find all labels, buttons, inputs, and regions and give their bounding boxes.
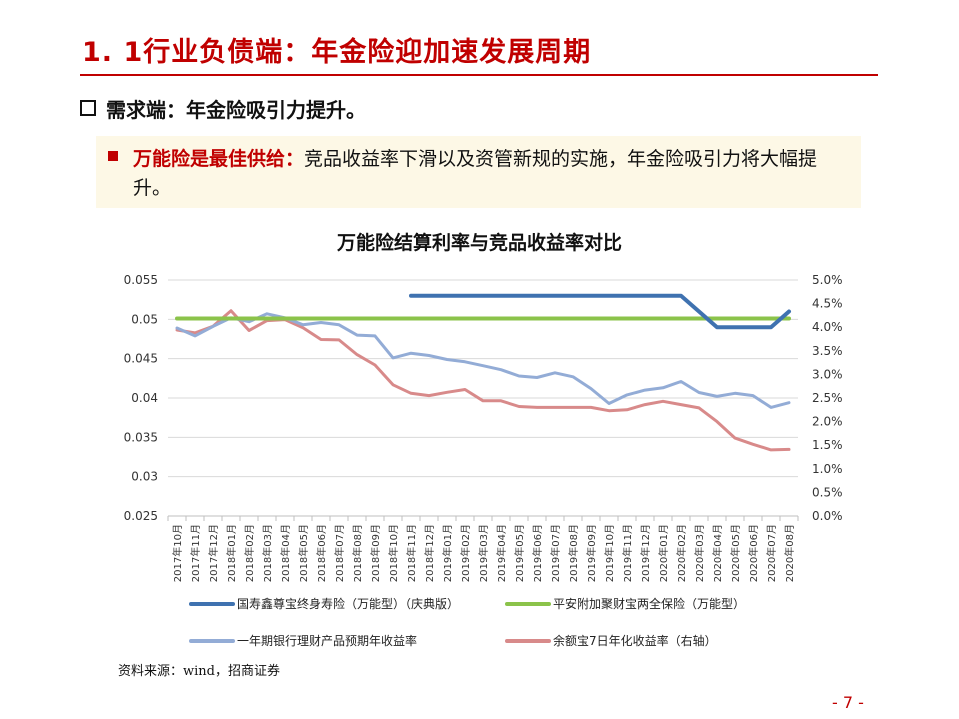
- x-tick-label: 2019年04月: [495, 524, 508, 582]
- x-tick-label: 2018年06月: [315, 524, 328, 582]
- x-tick-label: 2018年05月: [297, 524, 310, 582]
- y-left-tick-label: 0.035: [124, 430, 158, 444]
- y-left-tick-label: 0.04: [131, 391, 158, 405]
- page-number: - 7 -: [832, 693, 864, 712]
- callout-body: 竞品收益率下滑以及资管新规的实施，年金险吸引力将大幅提升。: [133, 148, 818, 199]
- x-tick-label: 2019年10月: [603, 524, 616, 582]
- x-tick-label: 2020年06月: [747, 524, 760, 582]
- callout-highlight: 万能险是最佳供给：: [133, 148, 305, 170]
- x-tick-label: 2019年02月: [459, 524, 472, 582]
- x-tick-label: 2020年05月: [729, 524, 742, 582]
- y-left-tick-label: 0.045: [124, 352, 158, 366]
- x-tick-label: 2020年04月: [711, 524, 724, 582]
- x-tick-label: 2019年08月: [567, 524, 580, 582]
- x-tick-label: 2020年07月: [765, 524, 778, 582]
- y-right-tick-label: 3.5%: [812, 344, 843, 358]
- x-tick-label: 2018年08月: [351, 524, 364, 582]
- y-right-tick-label: 1.5%: [812, 438, 843, 452]
- series-line: [409, 293, 791, 330]
- legend-label: 余额宝7日年化收益率（右轴）: [553, 633, 717, 648]
- source-note: 资料来源：wind，招商证券: [118, 664, 280, 679]
- y-left-tick-label: 0.025: [124, 509, 158, 523]
- legend-label: 国寿鑫尊宝终身寿险（万能型）（庆典版）: [237, 596, 459, 611]
- y-right-tick-label: 4.0%: [812, 320, 843, 334]
- y-right-tick-label: 4.5%: [812, 297, 843, 311]
- x-tick-label: 2019年12月: [639, 524, 652, 582]
- x-tick-label: 2018年10月: [387, 524, 400, 582]
- x-tick-label: 2018年01月: [225, 524, 238, 582]
- x-tick-label: 2019年03月: [477, 524, 490, 582]
- x-tick-label: 2018年02月: [243, 524, 256, 582]
- callout-text: 万能险是最佳供给：竞品收益率下滑以及资管新规的实施，年金险吸引力将大幅提升。: [133, 145, 848, 203]
- x-tick-label: 2018年07月: [333, 524, 346, 582]
- legend-label: 一年期银行理财产品预期年收益率: [237, 633, 417, 648]
- callout-box: 万能险是最佳供给：竞品收益率下滑以及资管新规的实施，年金险吸引力将大幅提升。: [96, 136, 861, 208]
- x-tick-label: 2018年09月: [369, 524, 382, 582]
- x-tick-label: 2019年05月: [513, 524, 526, 582]
- x-tick-label: 2020年02月: [675, 524, 688, 582]
- x-tick-label: 2019年11月: [621, 524, 634, 582]
- bullet-text: 需求端：年金险吸引力提升。: [106, 98, 366, 122]
- y-right-tick-label: 5.0%: [812, 273, 843, 287]
- x-tick-label: 2019年09月: [585, 524, 598, 582]
- y-right-tick-label: 0.5%: [812, 485, 843, 499]
- x-tick-label: 2020年08月: [783, 524, 796, 582]
- x-tick-label: 2017年10月: [171, 524, 184, 582]
- x-tick-label: 2019年06月: [531, 524, 544, 582]
- x-tick-label: 2020年01月: [657, 524, 670, 582]
- x-tick-label: 2020年03月: [693, 524, 706, 582]
- y-right-tick-label: 3.0%: [812, 367, 843, 381]
- title-underline: [80, 74, 878, 76]
- x-tick-label: 2019年07月: [549, 524, 562, 582]
- y-right-tick-label: 2.5%: [812, 391, 843, 405]
- y-right-tick-label: 1.0%: [812, 462, 843, 476]
- series-line: [175, 309, 791, 452]
- y-right-tick-label: 0.0%: [812, 509, 843, 523]
- x-tick-label: 2018年12月: [423, 524, 436, 582]
- y-left-tick-label: 0.055: [124, 273, 158, 287]
- x-tick-label: 2018年03月: [261, 524, 274, 582]
- bullet-heading: 需求端：年金险吸引力提升。: [80, 94, 366, 123]
- x-tick-label: 2018年04月: [279, 524, 292, 582]
- y-left-tick-label: 0.03: [131, 470, 158, 484]
- y-right-tick-label: 2.0%: [812, 415, 843, 429]
- y-left-tick-label: 0.05: [131, 312, 158, 326]
- x-tick-label: 2017年11月: [189, 524, 202, 582]
- chart-title: 万能险结算利率与竞品收益率对比: [336, 232, 622, 254]
- x-tick-label: 2019年01月: [441, 524, 454, 582]
- square-bullet-icon: [80, 100, 96, 116]
- red-square-bullet-icon: [108, 151, 118, 161]
- x-tick-label: 2017年12月: [207, 524, 220, 582]
- x-tick-label: 2018年11月: [405, 524, 418, 582]
- legend-label: 平安附加聚财宝两全保险（万能型）: [553, 596, 745, 611]
- slide-title: 1. 1行业负债端：年金险迎加速发展周期: [82, 37, 592, 68]
- series-line: [175, 312, 791, 409]
